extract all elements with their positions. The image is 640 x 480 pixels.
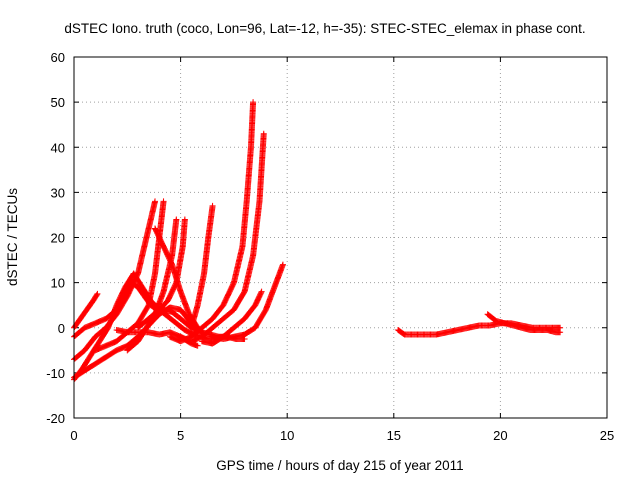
data-point <box>194 342 201 349</box>
y-axis-label: dSTEC / TECUs <box>5 188 20 286</box>
x-axis-label: GPS time / hours of day 215 of year 2011 <box>216 458 463 473</box>
series-18 <box>209 261 286 343</box>
y-tick-label: -20 <box>46 411 65 426</box>
data-point <box>260 130 267 137</box>
series-16 <box>177 130 267 345</box>
y-tick-label: 30 <box>51 185 65 200</box>
data-point <box>93 291 100 298</box>
x-tick-label: 25 <box>600 428 614 443</box>
x-tick-label: 20 <box>493 428 507 443</box>
data-point <box>250 99 257 106</box>
data-point <box>279 261 286 268</box>
series-14 <box>188 202 216 331</box>
data-point <box>181 216 188 223</box>
x-tick-label: 10 <box>280 428 294 443</box>
data-point <box>209 202 216 209</box>
data-point <box>94 290 101 297</box>
y-tick-label: 10 <box>51 276 65 291</box>
data-point <box>173 216 180 223</box>
y-tick-label: 20 <box>51 231 65 246</box>
data-series <box>71 99 564 383</box>
y-tick-label: 40 <box>51 140 65 155</box>
x-tick-label: 0 <box>70 428 77 443</box>
y-tick-label: -10 <box>46 366 65 381</box>
chart-title: dSTEC Iono. truth (coco, Lon=96, Lat=-12… <box>64 21 585 36</box>
ticks: 0 5 10 15 20 25 -20 -10 0 10 20 30 40 50 60 <box>46 50 614 443</box>
data-point <box>557 329 564 336</box>
y-tick-label: 60 <box>51 50 65 65</box>
y-tick-label: 50 <box>51 95 65 110</box>
data-point <box>160 198 167 205</box>
series-20 <box>484 311 564 336</box>
x-tick-label: 5 <box>177 428 184 443</box>
series-17 <box>198 288 265 347</box>
plot-frame <box>73 56 608 419</box>
data-point <box>258 288 265 295</box>
y-tick-label: 0 <box>58 321 65 336</box>
x-tick-label: 15 <box>387 428 401 443</box>
series-15 <box>166 99 257 345</box>
data-point <box>152 198 159 205</box>
